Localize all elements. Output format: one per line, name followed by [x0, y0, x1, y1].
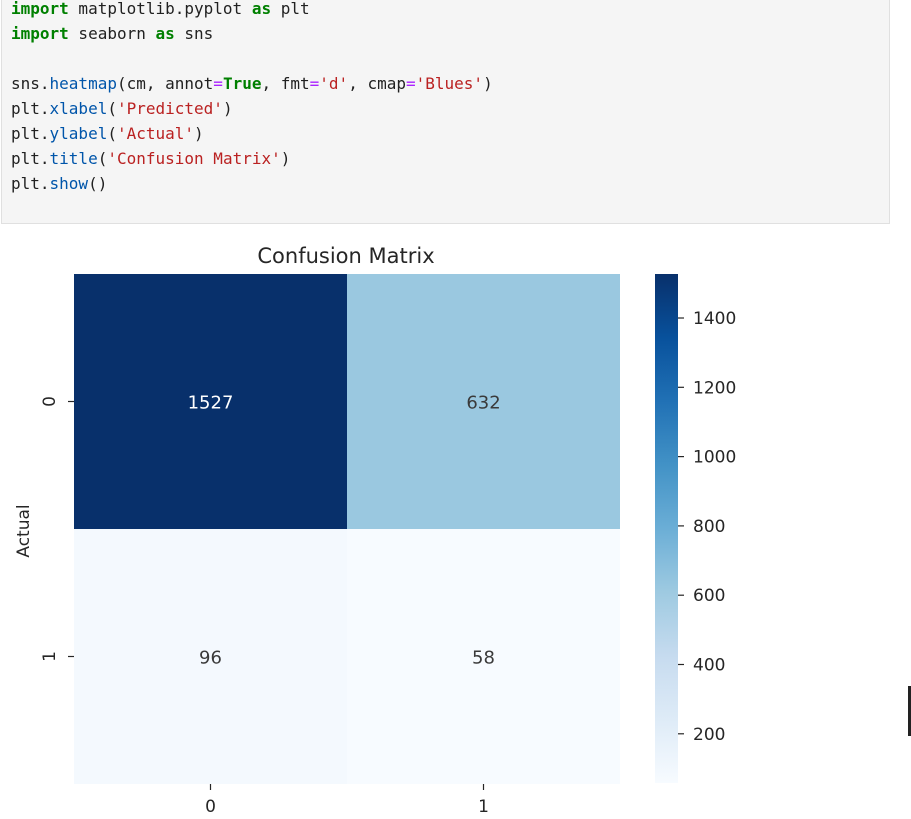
colorbar: [655, 274, 678, 783]
code-token: sns.: [11, 74, 50, 93]
code-line: import matplotlib.pyplot as plt: [11, 0, 310, 21]
code-token: plt.: [11, 149, 50, 168]
code-token: show: [49, 174, 89, 193]
code-token: import: [11, 0, 69, 18]
code-token: 'Blues': [415, 74, 484, 93]
code-token: sns: [174, 24, 214, 43]
code-token: (: [107, 124, 117, 143]
code-line: plt.title('Confusion Matrix'): [11, 146, 290, 171]
scroll-indicator: [908, 686, 911, 736]
code-token: =: [405, 74, 416, 93]
x-tick-label: 1: [478, 797, 489, 815]
code-token: =: [309, 74, 320, 93]
heatmap-cell-1-1: [347, 529, 620, 784]
y-tick-label: 1: [40, 651, 60, 662]
code-token: as: [251, 0, 272, 18]
cell-annotation-0-0: 1527: [188, 393, 234, 414]
y-tick-label: 0: [40, 396, 60, 407]
code-token: 'Actual': [116, 124, 195, 143]
colorbar-tick-label: 1400: [693, 309, 736, 329]
heatmap-cell-1-0: [74, 529, 347, 784]
colorbar-tick-label: 200: [693, 725, 725, 745]
code-token: ): [222, 99, 233, 118]
code-token: as: [155, 24, 175, 43]
code-line: plt.xlabel('Predicted'): [11, 96, 233, 121]
code-token: ): [280, 149, 291, 168]
code-token: import: [11, 24, 69, 43]
colorbar-tick-label: 800: [693, 517, 725, 537]
y-axis-label: Actual: [14, 504, 34, 557]
code-token: matplotlib.pyplot: [68, 0, 252, 18]
code-token: seaborn: [68, 24, 156, 43]
x-tick-label: 0: [205, 797, 216, 815]
code-token: ): [194, 124, 204, 143]
heatmap-cell-0-1: [347, 274, 620, 529]
code-token: (cm, annot: [116, 74, 214, 93]
heatmap-cell-0-0: [74, 274, 347, 529]
code-token: title: [49, 149, 98, 168]
code-token: plt.: [11, 174, 50, 193]
code-token: , fmt: [261, 74, 310, 93]
code-line: plt.show(): [11, 171, 107, 196]
code-token: 'd': [319, 74, 349, 93]
code-token: ): [483, 74, 493, 93]
code-token: plt: [271, 0, 310, 18]
code-token: (: [107, 99, 117, 118]
code-token: ylabel: [49, 124, 108, 143]
cell-output: Confusion Matrix Actual 1527 632 96 58 0 1 0…: [0, 232, 911, 817]
code-token: (): [88, 174, 108, 193]
chart-title: Confusion Matrix: [257, 244, 434, 268]
colorbar-tick-label: 1000: [693, 448, 736, 468]
code-token: 'Predicted': [116, 99, 223, 118]
cell-annotation-1-0: 96: [199, 648, 222, 669]
colorbar-tick-label: 400: [693, 655, 725, 675]
code-token: xlabel: [49, 99, 108, 118]
colorbar-tick-label: 600: [693, 586, 725, 606]
code-token: 'Confusion Matrix': [107, 149, 281, 168]
code-token: , cmap: [348, 74, 406, 93]
confusion-matrix-chart: Confusion Matrix Actual 1527 632 96 58 0 1 0…: [14, 244, 736, 817]
code-token: plt.: [11, 124, 50, 143]
colorbar-tick-label: 1200: [693, 378, 736, 398]
code-token: True: [222, 74, 262, 93]
code-line: import seaborn as sns: [11, 21, 213, 46]
code-line: plt.ylabel('Actual'): [11, 121, 204, 146]
code-token: plt.: [11, 99, 50, 118]
code-token: =: [213, 74, 223, 93]
cell-annotation-1-1: 58: [472, 648, 495, 669]
code-token: heatmap: [49, 74, 117, 93]
cell-annotation-0-1: 632: [466, 393, 500, 414]
code-token: (: [97, 149, 108, 168]
code-line: sns.heatmap(cm, annot=True, fmt='d', cma…: [11, 71, 493, 96]
code-cell[interactable]: import matplotlib.pyplot as plt import se…: [1, 0, 890, 224]
